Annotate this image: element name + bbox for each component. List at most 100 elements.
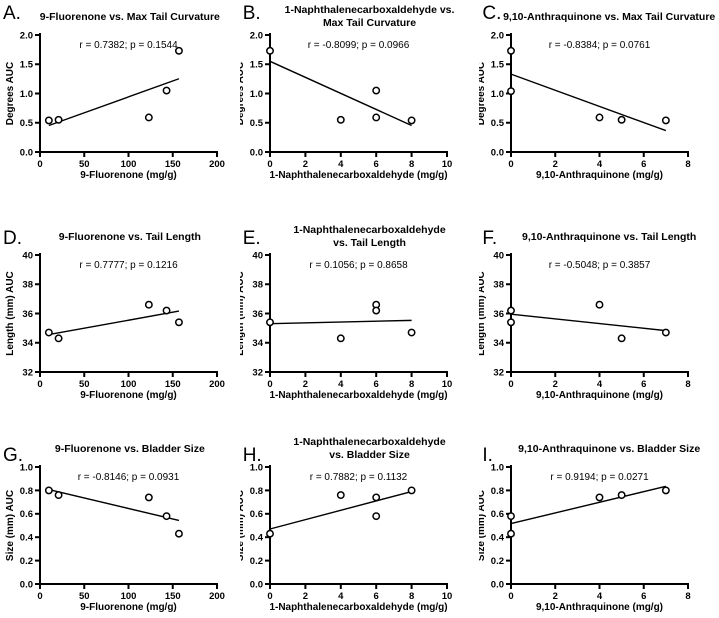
regression-line (511, 73, 667, 132)
x-axis-label: 1-Naphthalenecarboxaldehyde (mg/g) (269, 602, 447, 613)
y-tick-label: 0.0 (249, 147, 262, 158)
chart-title: 1-Naphthalenecarboxaldehyde vs. Bladder … (293, 436, 446, 461)
y-tick-label: 0.2 (249, 556, 262, 567)
x-tick-label: 4 (597, 159, 603, 170)
data-point (507, 46, 516, 55)
x-axis-label: 9,10-Anthraquinone (mg/g) (536, 602, 663, 613)
regression-line (48, 78, 180, 127)
panel-letter: G. (3, 445, 24, 466)
y-tick-label: 0.2 (491, 556, 504, 567)
x-tick-label: 4 (338, 591, 344, 602)
y-tick-label: 40 (22, 252, 33, 261)
data-point (371, 86, 380, 95)
panel-i: I. 9,10-Anthraquinone vs. Bladder Size 0… (479, 412, 719, 618)
y-tick-label: 1.5 (20, 60, 34, 71)
panel-letter: C. (482, 3, 502, 24)
x-axis-label: 9-Fluorenone (mg/g) (80, 170, 177, 181)
data-point (265, 46, 274, 55)
data-point (265, 529, 274, 538)
x-tick-label: 8 (409, 159, 414, 170)
data-point (144, 113, 153, 122)
data-point (595, 493, 604, 502)
chart-title: 9,10-Anthraquinone vs. Tail Length (522, 230, 697, 243)
x-tick-label: 50 (79, 379, 90, 390)
y-tick-label: 1.0 (20, 464, 33, 473)
regression-line (511, 485, 667, 525)
x-axis-label: 9,10-Anthraquinone (mg/g) (536, 170, 663, 181)
panel-letter: D. (3, 228, 22, 249)
x-tick-label: 0 (267, 159, 272, 170)
data-point (174, 46, 183, 55)
regression-line (269, 490, 412, 530)
x-tick-label: 0 (509, 159, 514, 170)
data-point (595, 113, 604, 122)
y-tick-label: 0.0 (491, 147, 504, 158)
y-tick-label: 0.0 (491, 579, 504, 590)
panel-c: C. 9,10-Anthraquinone vs. Max Tail Curva… (479, 0, 719, 206)
data-point (407, 486, 416, 495)
y-tick-label: 0.8 (20, 486, 33, 497)
x-tick-label: 0 (267, 591, 272, 602)
panel-letter: A. (3, 3, 21, 24)
data-point (595, 300, 604, 309)
y-tick-label: 0.8 (491, 486, 504, 497)
y-tick-label: 0.6 (249, 509, 262, 520)
data-point (162, 86, 171, 95)
data-point (407, 116, 416, 125)
chart-title: 9,10-Anthraquinone vs. Max Tail Curvatur… (503, 10, 716, 23)
y-tick-label: 36 (22, 309, 33, 320)
y-tick-label: 0.5 (20, 118, 34, 129)
x-tick-label: 200 (209, 159, 225, 170)
panel-letter: E. (242, 228, 261, 249)
y-tick-label: 40 (252, 252, 263, 261)
chart-title: 9,10-Anthraquinone vs. Bladder Size (518, 442, 701, 455)
y-axis-label: Degrees AUC (240, 62, 246, 125)
x-tick-label: 2 (302, 379, 307, 390)
data-point (174, 529, 183, 538)
y-tick-label: 38 (252, 280, 263, 291)
x-tick-label: 50 (79, 591, 90, 602)
y-tick-label: 1.0 (491, 89, 504, 100)
x-axis-label: 9,10-Anthraquinone (mg/g) (536, 390, 663, 401)
x-axis-label: 9-Fluorenone (mg/g) (80, 390, 177, 401)
data-point (371, 512, 380, 521)
scatter-plot: 0 2 4 6 8 10 32 34 36 38 40 r = 0.1056; p = 0.8658 1… (240, 252, 452, 401)
y-axis-label: Size (mm) AUC (240, 490, 246, 561)
y-tick-label: 1.0 (20, 89, 33, 100)
data-point (618, 334, 626, 343)
y-tick-label: 1.0 (249, 464, 262, 473)
data-point (507, 529, 516, 538)
y-tick-label: 0.4 (249, 533, 263, 544)
correlation-stats: r = -0.8146; p = 0.0931 (78, 472, 180, 483)
x-tick-label: 4 (338, 159, 344, 170)
data-point (144, 300, 153, 309)
data-point (371, 306, 380, 315)
chart-title: 9-Fluorenone vs. Max Tail Curvature (39, 10, 220, 23)
x-tick-label: 8 (686, 159, 691, 170)
x-tick-label: 0 (37, 379, 42, 390)
y-tick-label: 1.5 (249, 60, 263, 71)
x-tick-label: 6 (641, 159, 646, 170)
chart-title: 1-Naphthalenecarboxaldehyde vs. Tail Len… (293, 224, 446, 249)
y-tick-label: 38 (494, 280, 505, 291)
x-tick-label: 4 (597, 379, 603, 390)
data-point (144, 493, 153, 502)
panel-h: H. 1-Naphthalenecarboxaldehyde vs. Bladd… (240, 412, 480, 618)
data-point (162, 512, 171, 521)
x-tick-label: 2 (302, 591, 307, 602)
correlation-stats: r = 0.9194; p = 0.0271 (551, 472, 650, 483)
x-tick-label: 8 (686, 591, 691, 602)
correlation-stats: r = -0.8099; p = 0.0966 (307, 40, 409, 51)
y-tick-label: 0.0 (20, 579, 33, 590)
regression-line (269, 319, 412, 325)
scatter-plot: 0 2 4 6 8 0.0 0.5 1.0 1.5 2.0 r = -0.8384; p = 0.0… (479, 32, 691, 181)
y-tick-label: 36 (494, 309, 505, 320)
data-point (662, 486, 671, 495)
y-tick-label: 0.2 (20, 556, 33, 567)
x-tick-label: 2 (553, 591, 558, 602)
y-axis-label: Length (mm) AUC (5, 271, 16, 356)
data-point (336, 491, 345, 500)
y-tick-label: 1.5 (491, 60, 505, 71)
y-axis-label: Size (mm) AUC (479, 490, 487, 561)
